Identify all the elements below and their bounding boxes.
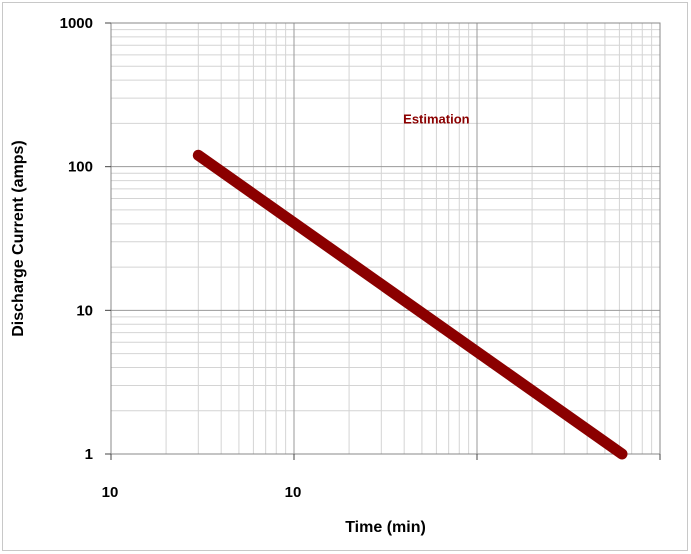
y-tick-label: 1 [85, 446, 93, 463]
x-axis-title: Time (min) [345, 519, 426, 536]
y-tick-label: 10 [76, 302, 93, 319]
series-line-1 [192, 149, 628, 460]
x-axis-tick-labels: 10 10 [102, 484, 302, 501]
series-layer [192, 149, 628, 460]
chart-canvas: 10 10 1 10 100 1000 Estimation Time (min) Di… [10, 15, 661, 536]
plot-area-border [110, 22, 661, 455]
annotation-label: Estimation [403, 111, 470, 126]
major-gridlines [110, 22, 661, 455]
y-axis-tick-labels: 1 10 100 1000 [60, 15, 93, 463]
x-tick-label: 10 [285, 484, 302, 501]
x-tick-label: 10 [102, 484, 119, 501]
y-tick-label: 1000 [60, 15, 93, 32]
y-axis-title: Discharge Current (amps) [10, 140, 27, 337]
annotations: Estimation [403, 111, 470, 126]
axis-ticks [105, 22, 661, 460]
minor-gridlines [111, 23, 660, 454]
y-tick-label: 100 [68, 159, 93, 176]
